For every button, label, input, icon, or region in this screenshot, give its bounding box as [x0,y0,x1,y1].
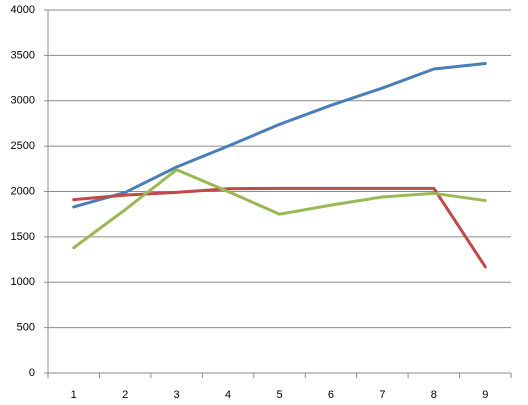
y-tick-label: 1000 [11,276,35,288]
x-tick-label: 4 [225,389,231,401]
x-tick-label: 2 [122,389,128,401]
y-tick-label: 4000 [11,4,35,16]
y-tick-label: 3500 [11,49,35,61]
x-tick-label: 8 [431,389,437,401]
y-tick-label: 2000 [11,185,35,197]
y-tick-label: 500 [17,322,35,334]
x-tick-label: 3 [174,389,180,401]
x-tick-label: 1 [71,389,77,401]
series-line [72,168,487,250]
series-line [72,62,487,209]
series-line [72,186,487,269]
x-tick-label: 7 [379,389,385,401]
y-tick-label: 0 [29,367,35,379]
x-tick-label: 5 [276,389,282,401]
y-tick-label: 1500 [11,231,35,243]
y-tick-label: 3000 [11,95,35,107]
x-tick-label: 9 [482,389,488,401]
y-tick-label: 2500 [11,140,35,152]
x-tick-label: 6 [328,389,334,401]
